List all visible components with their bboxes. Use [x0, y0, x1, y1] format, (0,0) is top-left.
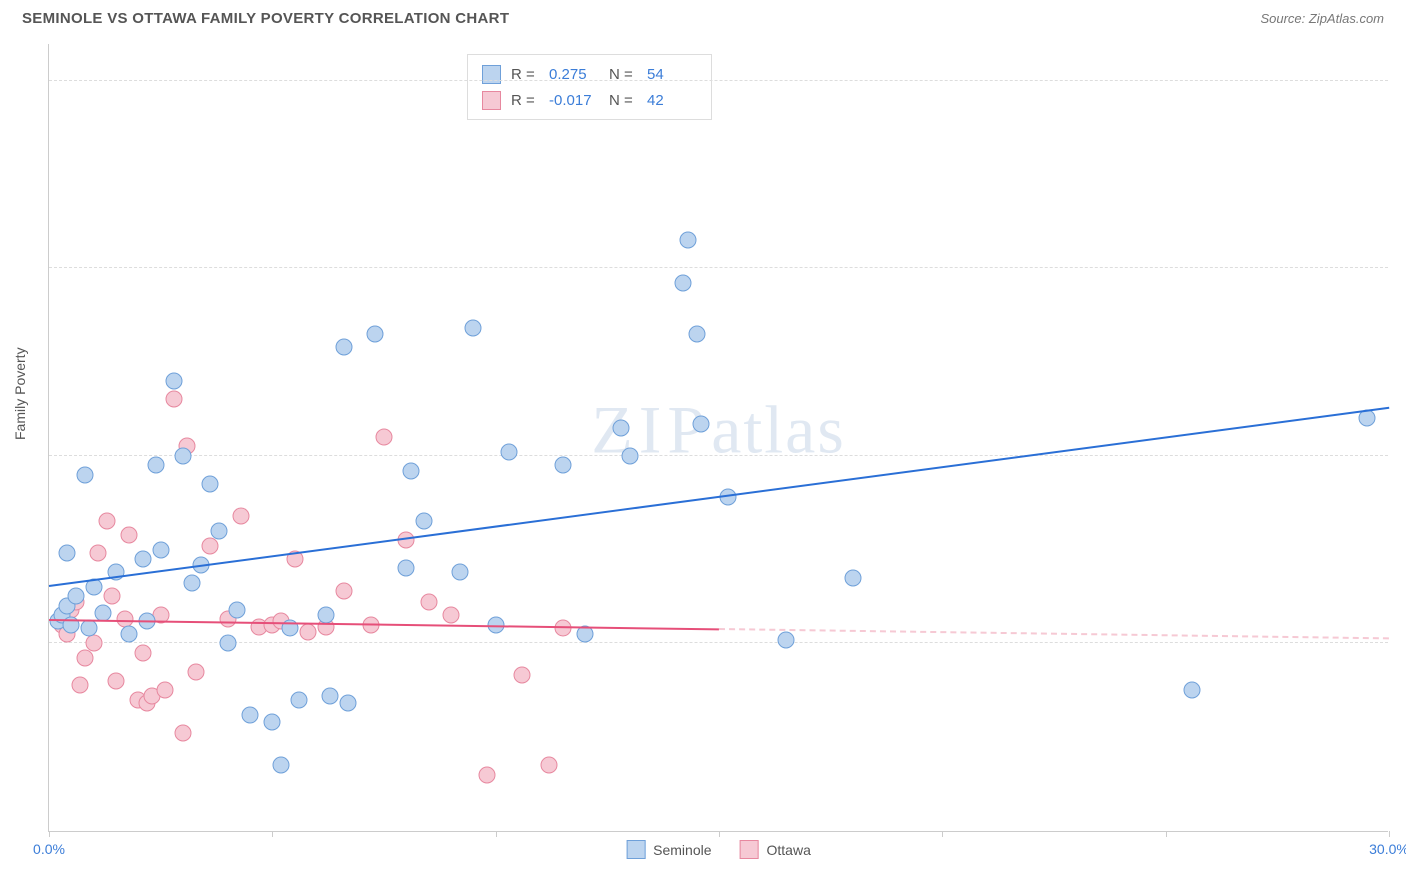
data-point — [81, 620, 98, 637]
data-point — [845, 569, 862, 586]
stats-legend-box: R = 0.275 N = 54 R = -0.017 N = 42 — [467, 54, 712, 120]
data-point — [108, 672, 125, 689]
data-point — [679, 232, 696, 249]
data-point — [541, 757, 558, 774]
data-point — [188, 663, 205, 680]
stats-row-seminole: R = 0.275 N = 54 — [482, 61, 697, 87]
data-point — [103, 588, 120, 605]
data-point — [335, 338, 352, 355]
x-tick-label: 0.0% — [33, 841, 65, 857]
data-point — [376, 429, 393, 446]
data-point — [152, 541, 169, 558]
data-point — [58, 545, 75, 562]
data-point — [273, 757, 290, 774]
chart-plot-area: ZIPatlas R = 0.275 N = 54 R = -0.017 N =… — [48, 44, 1388, 832]
data-point — [443, 607, 460, 624]
ottawa-swatch — [482, 91, 501, 110]
data-point — [402, 462, 419, 479]
x-tick — [719, 831, 720, 837]
data-point — [166, 391, 183, 408]
source-label: Source: ZipAtlas.com — [1260, 11, 1384, 26]
data-point — [99, 513, 116, 530]
chart-title: SEMINOLE VS OTTAWA FAMILY POVERTY CORREL… — [22, 10, 509, 27]
data-point — [693, 415, 710, 432]
trend-line — [49, 407, 1389, 587]
data-point — [554, 620, 571, 637]
data-point — [514, 667, 531, 684]
data-point — [67, 588, 84, 605]
gridline — [49, 267, 1388, 268]
data-point — [335, 582, 352, 599]
data-point — [340, 695, 357, 712]
data-point — [134, 644, 151, 661]
x-tick — [1166, 831, 1167, 837]
data-point — [166, 372, 183, 389]
data-point — [157, 682, 174, 699]
trend-line — [719, 628, 1389, 639]
x-tick-label: 30.0% — [1369, 841, 1406, 857]
data-point — [175, 447, 192, 464]
legend-bottom: Seminole Ottawa — [626, 840, 811, 859]
data-point — [201, 537, 218, 554]
data-point — [90, 545, 107, 562]
data-point — [291, 691, 308, 708]
data-point — [688, 325, 705, 342]
data-point — [134, 550, 151, 567]
data-point — [85, 635, 102, 652]
x-tick — [49, 831, 50, 837]
ottawa-swatch-icon — [740, 840, 759, 859]
data-point — [219, 635, 236, 652]
data-point — [478, 766, 495, 783]
data-point — [242, 706, 259, 723]
data-point — [416, 513, 433, 530]
y-axis-label: Family Poverty — [12, 347, 28, 440]
data-point — [72, 676, 89, 693]
data-point — [420, 594, 437, 611]
data-point — [612, 419, 629, 436]
data-point — [317, 607, 334, 624]
data-point — [76, 466, 93, 483]
data-point — [233, 507, 250, 524]
legend-seminole: Seminole — [626, 840, 711, 859]
data-point — [621, 447, 638, 464]
data-point — [501, 444, 518, 461]
data-point — [148, 457, 165, 474]
data-point — [398, 560, 415, 577]
data-point — [367, 325, 384, 342]
data-point — [121, 526, 138, 543]
x-tick — [942, 831, 943, 837]
data-point — [264, 714, 281, 731]
data-point — [76, 650, 93, 667]
data-point — [322, 687, 339, 704]
seminole-swatch — [482, 65, 501, 84]
data-point — [778, 631, 795, 648]
data-point — [465, 320, 482, 337]
data-point — [210, 522, 227, 539]
stats-row-ottawa: R = -0.017 N = 42 — [482, 87, 697, 113]
gridline — [49, 80, 1388, 81]
data-point — [183, 575, 200, 592]
x-tick — [496, 831, 497, 837]
gridline — [49, 642, 1388, 643]
data-point — [554, 457, 571, 474]
gridline — [49, 455, 1388, 456]
data-point — [121, 626, 138, 643]
data-point — [1184, 682, 1201, 699]
legend-ottawa: Ottawa — [740, 840, 811, 859]
x-tick — [272, 831, 273, 837]
data-point — [300, 624, 317, 641]
x-tick — [1389, 831, 1390, 837]
data-point — [175, 725, 192, 742]
data-point — [451, 564, 468, 581]
data-point — [201, 475, 218, 492]
data-point — [675, 275, 692, 292]
data-point — [228, 601, 245, 618]
seminole-swatch-icon — [626, 840, 645, 859]
